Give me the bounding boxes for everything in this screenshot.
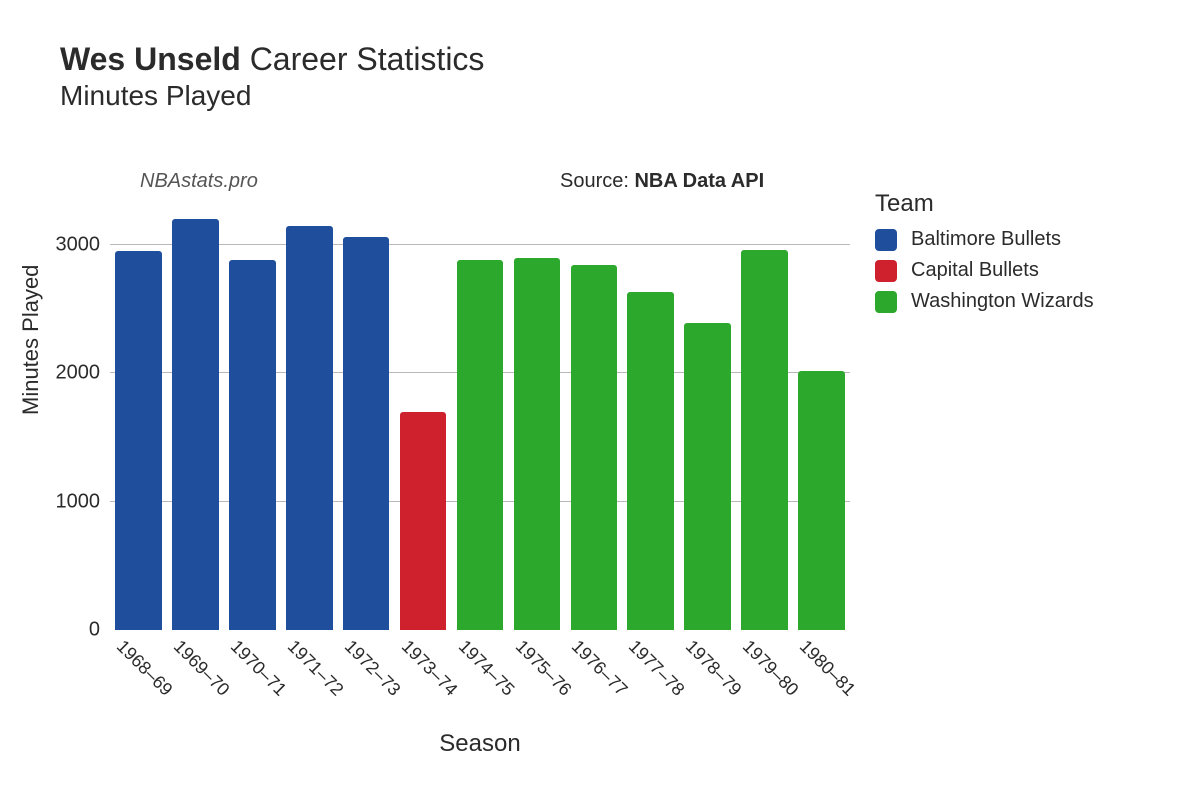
x-tick-label: 1980–81 (795, 636, 859, 700)
legend-item: Capital Bullets (875, 259, 1094, 282)
chart-title: Wes Unseld Career Statistics (60, 40, 484, 78)
x-tick-label: 1975–76 (511, 636, 575, 700)
x-tick-label: 1971–72 (283, 636, 347, 700)
x-tick-label: 1969–70 (169, 636, 233, 700)
bar-slot (565, 200, 622, 630)
bar-slot (452, 200, 509, 630)
bar (457, 260, 504, 630)
legend-swatch (875, 291, 897, 313)
bar (172, 219, 219, 630)
bar-slot (793, 200, 850, 630)
bar-slot (224, 200, 281, 630)
bar (229, 260, 276, 630)
y-tick-label: 0 (40, 619, 110, 642)
x-tick-label: 1978–79 (681, 636, 745, 700)
legend: Team Baltimore Bullets Capital Bullets Was… (875, 190, 1094, 321)
title-player-name: Wes Unseld (60, 41, 241, 77)
legend-title: Team (875, 190, 1094, 218)
bar-slot (110, 200, 167, 630)
bar (115, 251, 162, 630)
legend-label: Baltimore Bullets (911, 228, 1061, 251)
legend-label: Capital Bullets (911, 259, 1039, 282)
x-tick-labels: 1968–691969–701970–711971–721972–731973–… (110, 636, 850, 716)
bar (343, 237, 390, 630)
bar (400, 412, 447, 630)
x-tick-label: 1968–69 (112, 636, 176, 700)
bar (571, 265, 618, 630)
x-axis-title: Season (110, 730, 850, 758)
bar-slot (338, 200, 395, 630)
chart-subtitle: Minutes Played (60, 80, 484, 112)
bar (684, 323, 731, 630)
x-tick-label: 1973–74 (397, 636, 461, 700)
bar-slot (736, 200, 793, 630)
x-tick-label: 1972–73 (340, 636, 404, 700)
bar (741, 250, 788, 630)
bar-slot (281, 200, 338, 630)
legend-swatch (875, 260, 897, 282)
legend-item: Washington Wizards (875, 290, 1094, 313)
bar-slot (508, 200, 565, 630)
x-tick-label: 1977–78 (625, 636, 689, 700)
y-tick-label: 1000 (40, 490, 110, 513)
legend-swatch (875, 229, 897, 251)
bar (286, 226, 333, 630)
title-block: Wes Unseld Career Statistics Minutes Pla… (60, 40, 484, 112)
y-tick-label: 2000 (40, 362, 110, 385)
bars-container (110, 200, 850, 630)
plot-area: 0100020003000 (110, 200, 850, 630)
legend-items: Baltimore Bullets Capital Bullets Washingt… (875, 228, 1094, 313)
bar-slot (395, 200, 452, 630)
y-axis-title: Minutes Played (18, 265, 44, 415)
x-tick-label: 1979–80 (738, 636, 802, 700)
legend-label: Washington Wizards (911, 290, 1094, 313)
watermark-text: NBAstats.pro (140, 170, 258, 193)
x-tick-label: 1970–71 (226, 636, 290, 700)
bar (627, 292, 674, 630)
y-tick-label: 3000 (40, 233, 110, 256)
bar (514, 258, 561, 630)
bar-slot (622, 200, 679, 630)
bar-slot (167, 200, 224, 630)
source-prefix: Source: (560, 170, 634, 192)
source-name: NBA Data API (634, 170, 764, 192)
x-tick-label: 1976–77 (568, 636, 632, 700)
figure: Wes Unseld Career Statistics Minutes Pla… (0, 0, 1200, 800)
title-rest: Career Statistics (241, 41, 485, 77)
source-text: Source: NBA Data API (560, 170, 764, 193)
x-tick-label: 1974–75 (454, 636, 518, 700)
bar-slot (679, 200, 736, 630)
legend-item: Baltimore Bullets (875, 228, 1094, 251)
bar (798, 371, 845, 630)
